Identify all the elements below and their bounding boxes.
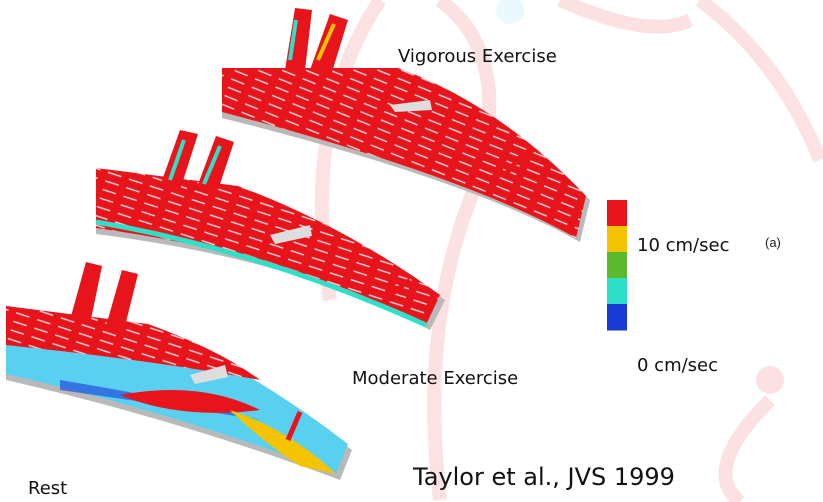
panel-label: Rest: [28, 478, 67, 499]
colorbar: [607, 200, 627, 331]
citation: Taylor et al., JVS 1999: [412, 463, 675, 491]
colorbar-min-label: 0 cm/sec: [637, 355, 718, 376]
colorbar-swatch: [607, 226, 627, 253]
colorbar-swatch: [607, 278, 627, 305]
panel-label: Vigorous Exercise: [398, 46, 557, 67]
vessel-rest: [6, 262, 352, 480]
colorbar-swatch: [607, 304, 627, 331]
figure-label: (a): [765, 235, 781, 250]
colorbar-max-label: 10 cm/sec: [637, 235, 729, 256]
figure: Vigorous Exercise Moderate Exercise Rest…: [0, 0, 823, 502]
colorbar-swatch: [607, 200, 627, 227]
colorbar-swatch: [607, 252, 627, 279]
panel-label: Moderate Exercise: [352, 368, 518, 389]
